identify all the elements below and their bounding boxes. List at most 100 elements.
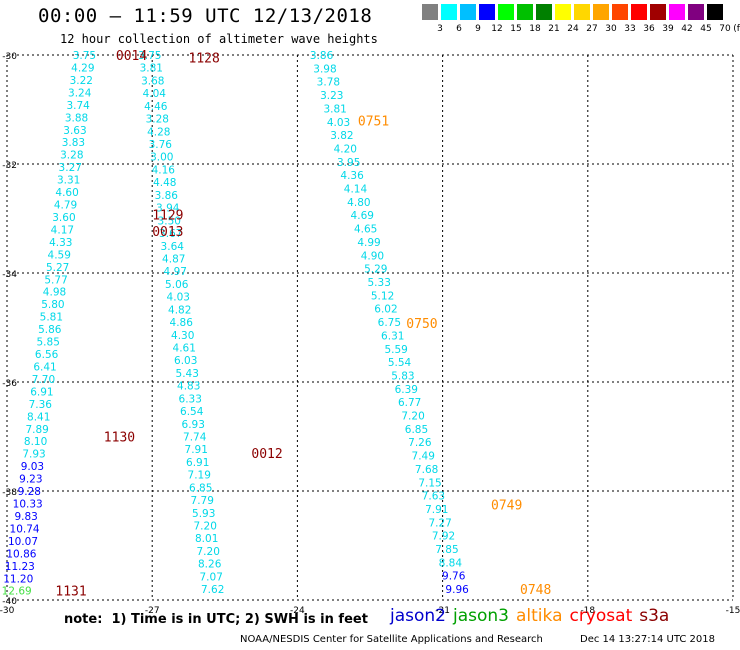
x-tick-label: -18 (580, 606, 595, 616)
wave-height-value: 5.06 (165, 279, 189, 291)
wave-height-value: 9.28 (18, 486, 41, 498)
pass-time-label: 1130 (104, 431, 135, 446)
wave-height-value: 3.60 (52, 212, 75, 224)
wave-height-value: 7.27 (428, 517, 451, 529)
wave-height-value: 11.23 (5, 561, 35, 573)
wave-height-value: 5.59 (384, 344, 407, 356)
wave-height-value: 3.86 (155, 190, 179, 202)
pass-time-label: 0751 (358, 114, 389, 129)
wave-height-value: 7.92 (432, 531, 455, 543)
wave-height-value: 7.93 (22, 449, 45, 461)
wave-height-value: 7.85 (435, 544, 458, 556)
pass-time-label: 1131 (55, 585, 86, 600)
wave-height-value: 3.78 (317, 77, 340, 89)
color-scale-label: 21 (548, 24, 560, 34)
wave-height-value: 9.96 (445, 584, 469, 596)
color-scale-label: 42 (681, 24, 693, 34)
x-tick-label: -30 (0, 606, 15, 616)
legend-item-altika: altika (516, 606, 563, 626)
wave-height-value: 3.81 (323, 103, 346, 115)
wave-height-value: 6.75 (378, 317, 401, 329)
wave-height-value: 4.20 (334, 143, 357, 155)
wave-height-value: 3.75 (73, 50, 96, 62)
wave-height-value: 3.88 (65, 112, 88, 124)
legend-item-jason2: jason2 (390, 606, 446, 626)
y-tick-label: -36 (2, 379, 17, 389)
wave-height-value: 8.01 (195, 533, 218, 545)
wave-height-value: 3.50 (158, 215, 181, 227)
pass-time-label: 0750 (406, 317, 437, 332)
wave-height-value: 4.82 (168, 304, 191, 316)
wave-height-value: 4.60 (55, 187, 78, 199)
wave-height-value: 3.95 (337, 157, 360, 169)
color-scale-label: 33 (624, 24, 636, 34)
color-scale-swatch (688, 4, 704, 20)
wave-height-value: 4.65 (354, 224, 377, 236)
wave-height-value: 3.23 (320, 90, 343, 102)
y-tick-label: -34 (2, 270, 17, 280)
wave-height-value: 7.62 (201, 584, 224, 596)
wave-height-value: 3.00 (150, 152, 173, 164)
wave-height-value: 7.07 (200, 571, 223, 583)
wave-height-value: 5.80 (41, 299, 64, 311)
color-scale-label: (ft) (733, 24, 740, 34)
wave-height-value: 3.94 (156, 203, 180, 215)
color-scale-swatch (460, 4, 476, 20)
satellite-legend: jason2 jason3 altika cryosat s3a (390, 606, 676, 626)
wave-height-value: 4.04 (143, 88, 167, 100)
color-scale-label: 6 (456, 24, 462, 34)
wave-height-value: 7.74 (183, 432, 207, 444)
footer-note: note: 1) Time is in UTC; 2) SWH is in fe… (64, 612, 368, 627)
color-scale-swatch (441, 4, 457, 20)
wave-height-value: 5.86 (38, 324, 62, 336)
track-values: 3.754.293.223.243.743.883.633.833.283.27… (2, 50, 469, 598)
wave-height-value: 4.79 (54, 200, 77, 212)
wave-height-value: 3.27 (59, 162, 82, 174)
wave-height-value: 3.24 (68, 87, 92, 99)
wave-height-value: 6.91 (186, 457, 209, 469)
axes: -30 -27 -24 -21 -18 -15 -30 -32 -34 -36 -38 -40 (0, 52, 740, 616)
wave-height-value: 3.67 (159, 228, 182, 240)
wave-height-value: 4.98 (43, 287, 66, 299)
color-scale-label: 45 (700, 24, 712, 34)
wave-height-value: 5.54 (388, 357, 412, 369)
wave-height-value: 7.91 (185, 444, 208, 456)
wave-height-value: 4.17 (51, 224, 74, 236)
wave-height-value: 6.93 (182, 419, 205, 431)
y-tick-label: -38 (2, 488, 17, 498)
wave-height-value: 7.79 (191, 495, 214, 507)
color-scale-swatch (707, 4, 723, 20)
wave-height-value: 4.97 (164, 266, 187, 278)
wave-height-value: 8.41 (27, 411, 50, 423)
legend-item-jason3: jason3 (453, 606, 509, 626)
wave-height-value: 3.98 (313, 63, 336, 75)
wave-height-value: 5.12 (371, 290, 394, 302)
wave-height-value: 6.56 (35, 349, 59, 361)
color-scale-swatch (650, 4, 666, 20)
wave-height-value: 12.69 (2, 586, 32, 598)
wave-height-value: 4.69 (351, 210, 374, 222)
wave-height-value: 3.28 (60, 150, 83, 162)
wave-height-value: 11.20 (3, 573, 33, 585)
wave-height-value: 6.54 (180, 406, 204, 418)
wave-height-value: 4.59 (48, 249, 71, 261)
generated-timestamp: Dec 14 13:27:14 UTC 2018 (580, 634, 715, 645)
wave-height-value: 10.33 (13, 499, 43, 511)
wave-height-value: 4.29 (71, 62, 94, 74)
pass-time-label: 1129 (152, 209, 183, 224)
wave-height-value: 4.87 (162, 253, 185, 265)
wave-height-value: 3.63 (63, 125, 86, 137)
wave-height-value: 6.85 (405, 424, 428, 436)
wave-height-value: 6.33 (179, 393, 202, 405)
wave-height-value: 7.63 (422, 491, 445, 503)
wave-height-value: 9.23 (19, 474, 42, 486)
wave-height-value: 9.03 (21, 461, 44, 473)
color-scale-swatch (631, 4, 647, 20)
wave-height-value: 4.33 (49, 237, 72, 249)
pass-time-label: 1128 (189, 52, 220, 67)
grid-lines (6, 54, 734, 601)
wave-height-value: 8.26 (198, 559, 222, 571)
pass-time-label: 0749 (491, 499, 522, 514)
color-scale-swatch (422, 4, 438, 20)
